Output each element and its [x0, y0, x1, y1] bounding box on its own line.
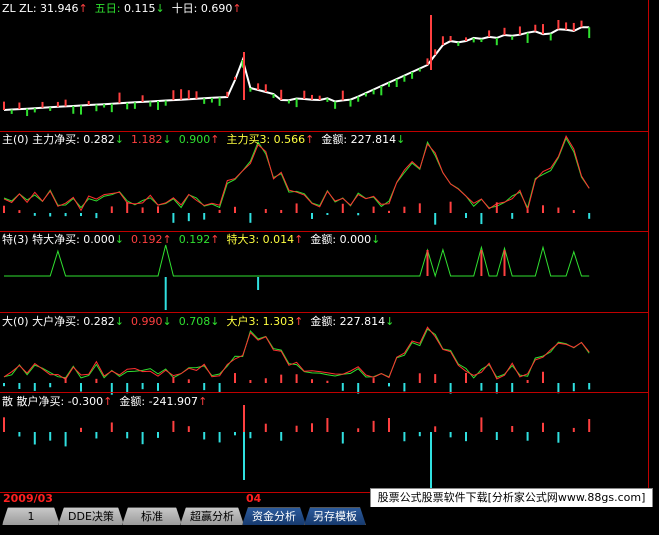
panel-divider-4 [0, 392, 648, 393]
right-border [648, 0, 649, 510]
large-v2-arrow: ↓ [162, 315, 172, 328]
large-header: 大(0) 大户净买: 0.282↓, 0.990↓, 0.708↓, 大户3: … [2, 315, 395, 328]
large-prefix: 大(0) [2, 315, 29, 328]
main-label: 主力净买: [32, 133, 84, 146]
retail-header: 散 散户净买: -0.300↑, 金额: -241.907↑ [2, 395, 208, 408]
panel-divider-3 [0, 312, 648, 313]
panel-divider-2 [0, 231, 648, 232]
special-v4-arrow: ↑ [294, 233, 304, 246]
retail-label: 散户净买: [16, 395, 68, 408]
large-label: 大户净买: [32, 315, 84, 328]
zl-header: ZL ZL: 31.946↑, 五日: 0.115↓, 十日: 0.690↑ [2, 2, 242, 15]
main-prefix: 主(0) [2, 133, 29, 146]
retail-amt: -241.907 [148, 395, 199, 408]
special-v3: 0.192 [178, 233, 211, 246]
ma5-arrow: ↓ [155, 2, 165, 15]
main-v4-label: 主力买3: [226, 133, 274, 146]
tab-super-analysis[interactable]: 超赢分析 [180, 507, 244, 525]
main-v3-arrow: ↑ [210, 133, 220, 146]
main-header: 主(0) 主力净买: 0.282↓, 1.182↓, 0.900↑, 主力买3:… [2, 133, 406, 146]
zl-line [3, 26, 590, 111]
retail-amt-arrow: ↑ [198, 395, 208, 408]
large-v4: 1.303 [262, 315, 295, 328]
special-amt: 0.000 [339, 233, 372, 246]
tab-save-template[interactable]: 另存模板 [304, 507, 366, 525]
special-header: 特(3) 特大净买: 0.000↓, 0.192↑, 0.192↑, 特大3: … [2, 233, 381, 246]
date-axis [0, 492, 370, 508]
tab-dde-decision[interactable]: DDE决策 [58, 507, 124, 525]
special-amt-arrow: ↓ [371, 233, 381, 246]
large-v2: 0.990 [131, 315, 163, 328]
large-v4-arrow: ↑ [294, 315, 304, 328]
large-value-arrow: ↓ [114, 315, 125, 328]
ma10-arrow: ↑ [232, 2, 242, 15]
main-v4-arrow: ↑ [305, 133, 315, 146]
date-label-start: 2009/03 [3, 492, 53, 505]
large-amt-arrow: ↓ [385, 315, 395, 328]
tab-capital-analysis[interactable]: 资金分析 [242, 507, 306, 525]
retail-amt-label: 金额: [119, 395, 149, 408]
main-v4: 0.566 [273, 133, 306, 146]
special-label: 特大净买: [32, 233, 84, 246]
main-amt-arrow: ↓ [396, 133, 406, 146]
ma10-label: 十日: [171, 2, 201, 15]
special-line [4, 244, 590, 278]
retail-prefix: 散 [2, 395, 13, 408]
large-v3-arrow: ↓ [210, 315, 220, 328]
special-value: 0.000 [83, 233, 115, 246]
special-v2-arrow: ↑ [162, 233, 172, 246]
main-v3: 0.900 [178, 133, 211, 146]
zl-prefix: ZL [2, 2, 16, 15]
main-amt-label: 金额: [321, 133, 351, 146]
main-amt: 227.814 [350, 133, 397, 146]
main-value-arrow: ↓ [114, 133, 125, 146]
large-amt-label: 金额: [310, 315, 340, 328]
special-v2: 0.192 [131, 233, 163, 246]
panel-divider-1 [0, 131, 648, 132]
large-v3: 0.708 [178, 315, 211, 328]
tab-1[interactable]: 1 [2, 507, 60, 525]
large-value: 0.282 [83, 315, 115, 328]
retail-value-arrow: ↑ [103, 395, 113, 408]
special-v3-arrow: ↑ [210, 233, 220, 246]
main-line-red [3, 134, 590, 212]
large-amt: 227.814 [339, 315, 386, 328]
zl-label: ZL: [19, 2, 41, 15]
special-v4: 0.014 [262, 233, 295, 246]
retail-value: -0.300 [67, 395, 104, 408]
tab-standard[interactable]: 标准 [122, 507, 182, 525]
ma10-value: 0.690 [200, 2, 233, 15]
large-line-red [3, 326, 590, 380]
main-value: 0.282 [83, 133, 115, 146]
ad-banner[interactable]: 股票公式股票软件下载[分析家公式网www.88gs.com] [370, 488, 653, 508]
large-line-green [3, 328, 590, 379]
special-amt-label: 金额: [310, 233, 340, 246]
special-prefix: 特(3) [2, 233, 29, 246]
ma5-label: 五日: [94, 2, 124, 15]
ma5-value: 0.115 [123, 2, 156, 15]
date-label-month: 04 [246, 492, 262, 505]
zl-value: 31.946 [40, 2, 79, 15]
main-v2-arrow: ↓ [162, 133, 172, 146]
tab-bar: 1 DDE决策 标准 超赢分析 资金分析 另存模板 [0, 507, 659, 525]
large-v4-label: 大户3: [226, 315, 263, 328]
zl-arrow: ↑ [78, 2, 88, 15]
special-v4-label: 特大3: [226, 233, 263, 246]
special-value-arrow: ↓ [114, 233, 125, 246]
main-v2: 1.182 [131, 133, 163, 146]
